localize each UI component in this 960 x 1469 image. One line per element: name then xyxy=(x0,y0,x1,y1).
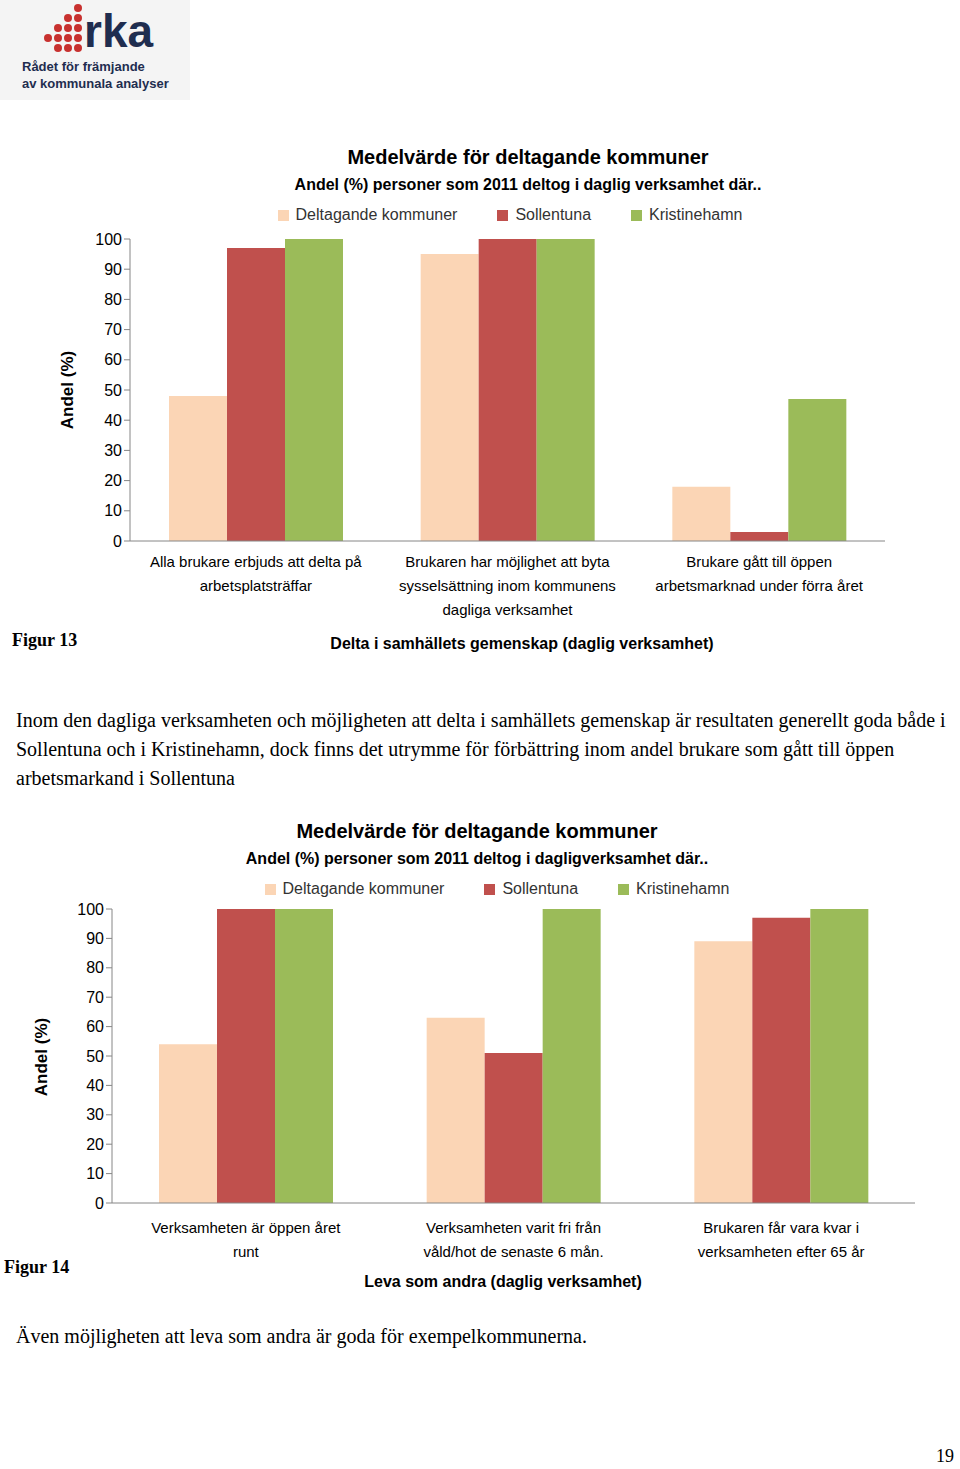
svg-text:0: 0 xyxy=(113,533,122,550)
svg-text:20: 20 xyxy=(104,472,122,489)
html-text:Andel (%) personer som 2011 de: Andel (%) personer som 2011 deltog i dag… xyxy=(245,850,709,867)
svg-text:80: 80 xyxy=(104,291,122,308)
svg-text:sysselsättning inom kommunens: sysselsättning inom kommunens xyxy=(399,577,616,594)
html-text:Medelvärde för deltagande komm: Medelvärde för deltagande kommuner xyxy=(347,146,709,168)
svg-text:våld/hot de senaste 6 mån.: våld/hot de senaste 6 mån. xyxy=(423,1243,603,1260)
svg-text:Brukaren får vara kvar i: Brukaren får vara kvar i xyxy=(703,1219,859,1236)
html-text:19: 19 xyxy=(936,1446,954,1466)
html-text:Rådet för främjande: Rådet för främjande xyxy=(22,59,145,74)
svg-text:30: 30 xyxy=(104,442,122,459)
html-text:Figur 14: Figur 14 xyxy=(4,1257,70,1277)
svg-text:50: 50 xyxy=(104,382,122,399)
svg-text:80: 80 xyxy=(86,959,104,976)
svg-text:70: 70 xyxy=(104,321,122,338)
html-text:rka: rka xyxy=(84,5,154,57)
svg-text:30: 30 xyxy=(86,1106,104,1123)
html-text:Delta i samhällets gemenskap (: Delta i samhällets gemenskap (daglig ver… xyxy=(330,635,714,652)
html-text:Inom den dagliga verksamheten: Inom den dagliga verksamheten och möjlig… xyxy=(16,709,946,789)
svg-text:70: 70 xyxy=(86,989,104,1006)
svg-text:10: 10 xyxy=(86,1165,104,1182)
html-text:Kristinehamn: Kristinehamn xyxy=(649,206,743,223)
svg-text:20: 20 xyxy=(86,1136,104,1153)
svg-text:100: 100 xyxy=(95,231,122,248)
html-text:av kommunala analyser: av kommunala analyser xyxy=(22,76,169,91)
svg-text:50: 50 xyxy=(86,1048,104,1065)
html-text:Sollentuna: Sollentuna xyxy=(502,880,579,897)
html-text:Figur 13: Figur 13 xyxy=(12,630,78,650)
html-text:Andel (%): Andel (%) xyxy=(58,350,77,430)
html-text:Andel (%) personer som 2011 de: Andel (%) personer som 2011 deltog i dag… xyxy=(294,176,762,193)
svg-text:90: 90 xyxy=(86,930,104,947)
html-text:Även möjligheten att leva som: Även möjligheten att leva som andra är g… xyxy=(16,1325,587,1347)
html-text:Deltagande kommuner: Deltagande kommuner xyxy=(295,206,458,223)
svg-text:Brukare gått till öppen: Brukare gått till öppen xyxy=(686,553,832,570)
html-text:Andel (%): Andel (%) xyxy=(32,1017,51,1097)
svg-text:100: 100 xyxy=(77,901,104,918)
svg-text:10: 10 xyxy=(104,502,122,519)
svg-text:90: 90 xyxy=(104,261,122,278)
svg-text:40: 40 xyxy=(86,1077,104,1094)
svg-text:0: 0 xyxy=(95,1195,104,1212)
svg-text:arbetsplatsträffar: arbetsplatsträffar xyxy=(200,577,312,594)
svg-text:runt: runt xyxy=(233,1243,260,1260)
svg-text:Alla brukare erbjuds att delta: Alla brukare erbjuds att delta på xyxy=(150,553,362,570)
svg-text:arbetsmarknad under förra året: arbetsmarknad under förra året xyxy=(655,577,863,594)
svg-text:verksamheten efter 65 år: verksamheten efter 65 år xyxy=(698,1243,865,1260)
svg-text:Verksamheten varit fri från: Verksamheten varit fri från xyxy=(426,1219,601,1236)
html-text:Deltagande kommuner: Deltagande kommuner xyxy=(282,880,445,897)
svg-text:60: 60 xyxy=(86,1018,104,1035)
svg-text:40: 40 xyxy=(104,412,122,429)
svg-text:Verksamheten är öppen året: Verksamheten är öppen året xyxy=(151,1219,341,1236)
svg-text:60: 60 xyxy=(104,351,122,368)
svg-text:Brukaren har möjlighet att byt: Brukaren har möjlighet att byta xyxy=(405,553,610,570)
svg-text:dagliga verksamhet: dagliga verksamhet xyxy=(442,601,573,618)
html-text:Leva som andra (daglig verksam: Leva som andra (daglig verksamhet) xyxy=(364,1273,642,1290)
html-text:Medelvärde för deltagande komm: Medelvärde för deltagande kommuner xyxy=(296,820,658,842)
html-text:Kristinehamn: Kristinehamn xyxy=(636,880,730,897)
html-text:Sollentuna: Sollentuna xyxy=(515,206,592,223)
